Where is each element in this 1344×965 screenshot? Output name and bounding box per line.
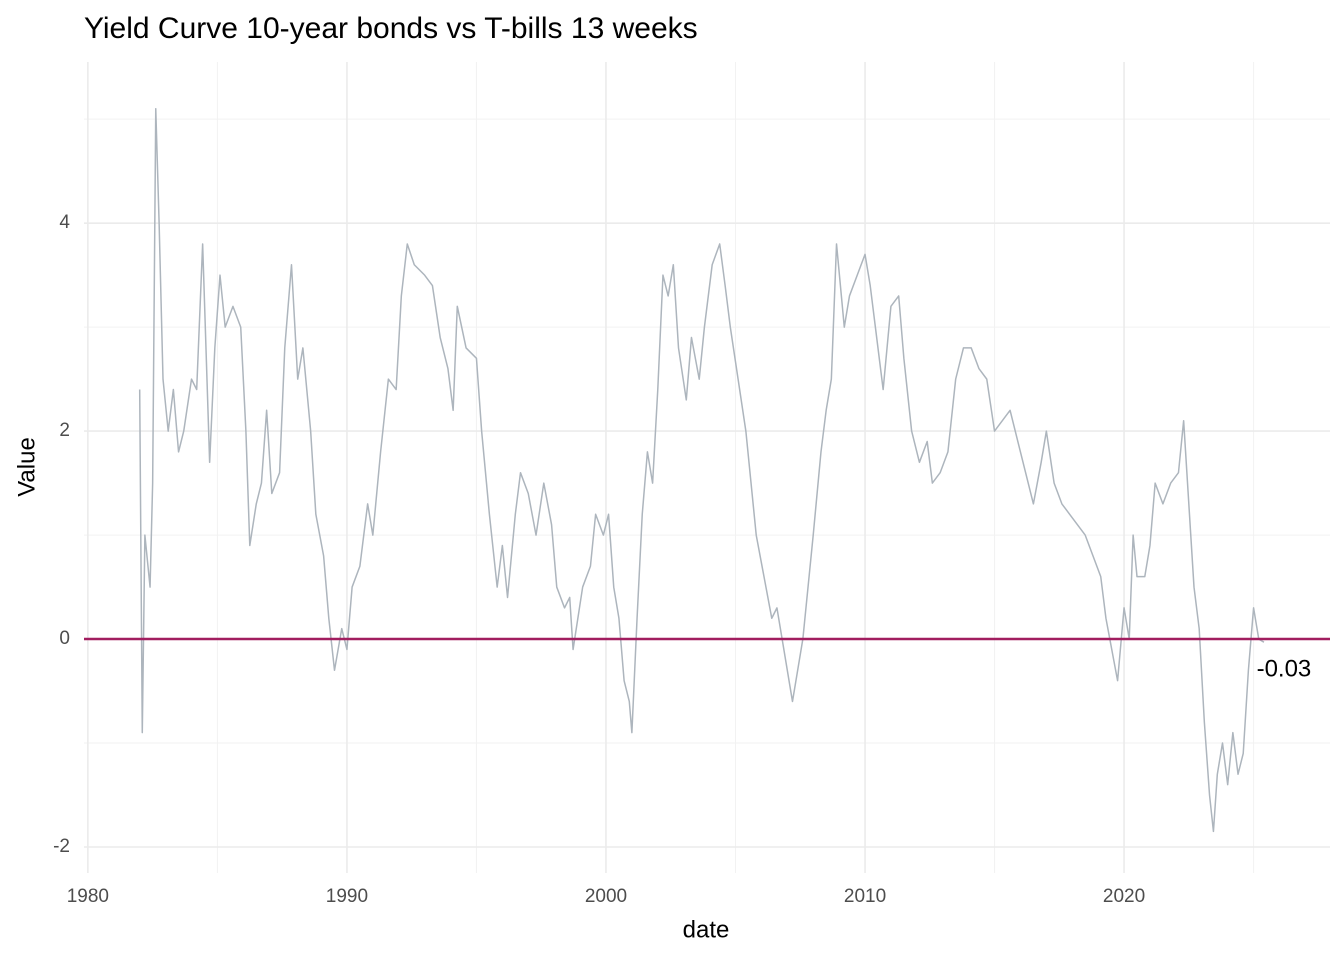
x-tick-label: 2020 [1103, 886, 1145, 907]
line-series [138, 108, 1265, 833]
x-tick-label: 1980 [67, 886, 109, 907]
y-axis-title: Value [13, 437, 40, 497]
x-tick-label: 2010 [844, 886, 886, 907]
y-tick-label: 0 [59, 628, 70, 649]
y-tick-label: 4 [59, 212, 70, 233]
x-tick-label: 2000 [585, 886, 627, 907]
annotation: -0.03 [1257, 656, 1312, 683]
y-tick-label: 2 [59, 420, 70, 441]
chart-title: Yield Curve 10-year bonds vs T-bills 13 … [84, 12, 698, 45]
y-tick-label: -2 [53, 836, 70, 857]
x-axis-title: date [683, 916, 730, 943]
x-tick-label: 1990 [326, 886, 368, 907]
